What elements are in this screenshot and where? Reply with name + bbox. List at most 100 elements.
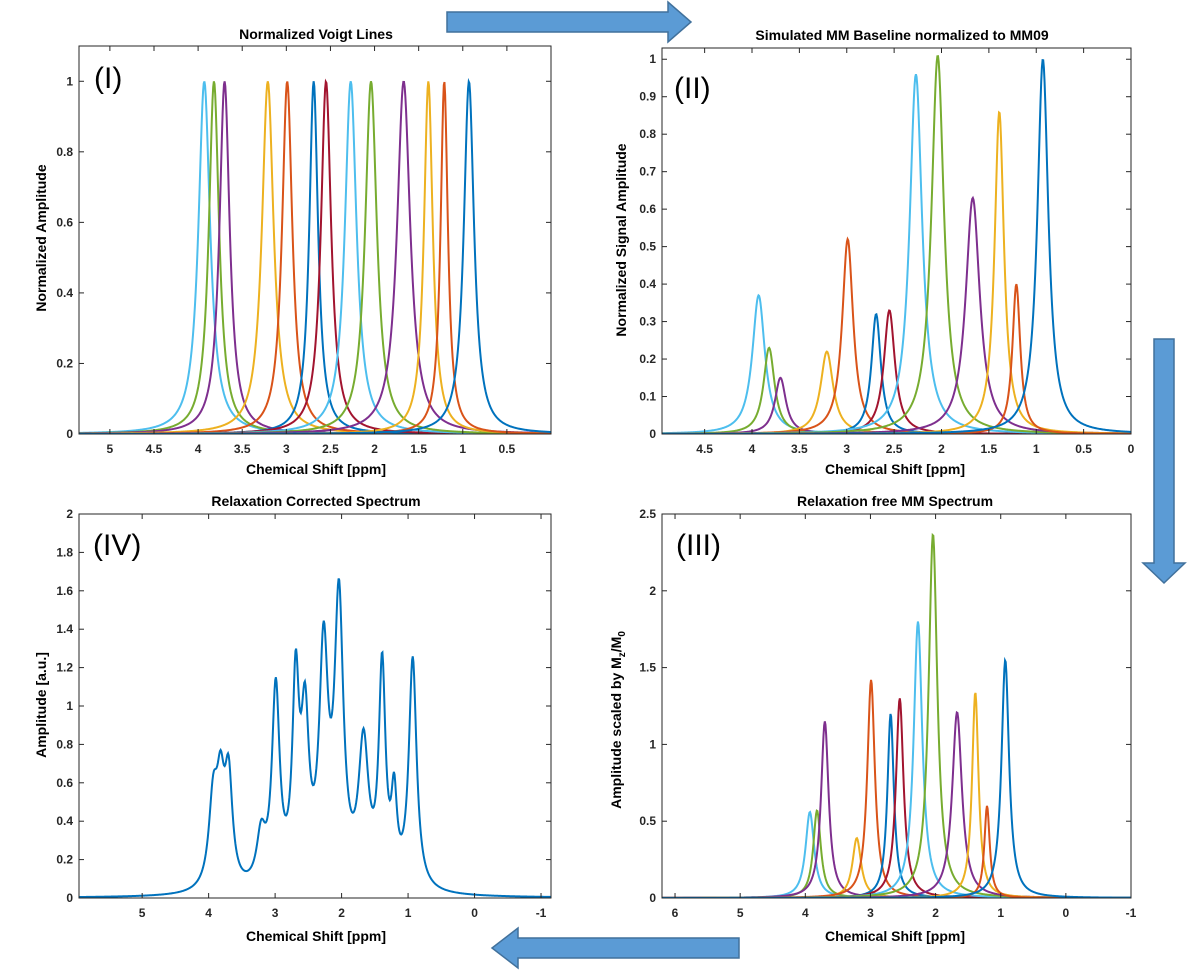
y-tick-label: 0 <box>649 427 656 441</box>
y-tick-label: 0.6 <box>639 202 656 216</box>
y-tick-label: 1.8 <box>56 545 73 559</box>
x-tick-label: 3 <box>843 442 850 456</box>
x-tick-label: 0.5 <box>499 442 516 456</box>
panel-I-xlabel: Chemical Shift [ppm] <box>246 461 386 477</box>
series-line-1 <box>662 293 1131 434</box>
y-tick-label: 0 <box>649 891 656 905</box>
panel-II-title: Simulated MM Baseline normalized to MM09 <box>755 27 1048 43</box>
y-tick-label: 1.5 <box>639 661 656 675</box>
panel-IV-plot: 5 4 3 2 1 0 -1 0 0.2 0.4 0.6 0.8 1 1.2 1.4 1.6 1.8 2 <box>56 507 552 920</box>
y-tick-label: 0 <box>66 427 73 441</box>
x-tick-label: 6 <box>672 906 679 920</box>
series-group <box>662 55 1131 434</box>
y-tick-label: 0.4 <box>639 277 656 291</box>
panel-I-ylabel: Normalized Amplitude <box>33 164 49 311</box>
panel-IV-xlabel: Chemical Shift [ppm] <box>246 928 386 944</box>
y-tick-label: 0.5 <box>639 814 656 828</box>
panel-III-marker: (III) <box>676 529 721 562</box>
x-tick-label: 5 <box>139 906 146 920</box>
y-tick-label: 0.4 <box>56 814 73 828</box>
x-tick-label: 3 <box>867 906 874 920</box>
x-tick-label: 2.5 <box>322 442 339 456</box>
x-tick-label: 4 <box>802 906 809 920</box>
x-tick-label: -1 <box>1126 906 1137 920</box>
x-tick-label: 1 <box>459 442 466 456</box>
x-tick-label: 1.5 <box>981 442 998 456</box>
y-tick-label: 0.9 <box>639 90 656 104</box>
y-tick-label: 1.6 <box>56 584 73 598</box>
y-tick-label: 1 <box>66 699 73 713</box>
x-tick-label: 4 <box>205 906 212 920</box>
y-tick-label: 0.1 <box>639 390 656 404</box>
x-tick-label: 2 <box>932 906 939 920</box>
plot-frame <box>661 513 1132 899</box>
x-tick-label: 0 <box>471 906 478 920</box>
y-tick-label: 0.5 <box>639 240 656 254</box>
panel-IV: Relaxation Corrected Spectrum 5 4 3 2 1 0 -1 0 0… <box>33 493 552 944</box>
series-line-7 <box>662 309 1131 434</box>
y-tick-label: 0.7 <box>639 165 656 179</box>
plot-frame <box>661 47 1132 435</box>
series-group <box>79 77 551 434</box>
x-tick-label: 2 <box>338 906 345 920</box>
panel-II-xlabel: Chemical Shift [ppm] <box>825 461 965 477</box>
x-tick-label: 5 <box>107 442 114 456</box>
x-tick-label: 1 <box>1033 442 1040 456</box>
y-tick-label: 1 <box>66 74 73 88</box>
series-line-6 <box>79 81 551 434</box>
y-tick-label: 2 <box>649 584 656 598</box>
x-tick-label: 3 <box>272 906 279 920</box>
x-tick-label: 1 <box>997 906 1004 920</box>
series-group <box>662 532 1131 898</box>
panel-II-plot: 4.5 4 3.5 3 2.5 2 1.5 1 0.5 0 0 0.1 0.2 0.3 0.4 0.5 0.6 0… <box>639 47 1135 456</box>
flow-arrow-down <box>1141 338 1187 585</box>
flow-arrow-left <box>490 926 740 970</box>
plot-frame <box>78 45 552 435</box>
panel-IV-marker: (IV) <box>93 529 141 562</box>
series-line-1 <box>662 810 1131 898</box>
series-line-5 <box>662 236 1131 434</box>
panel-III-ylabel: Amplitude scaled by Mz/M0 <box>608 631 628 809</box>
y-tick-label: 1 <box>649 737 656 751</box>
x-tick-label: 1.5 <box>410 442 427 456</box>
series-line-12 <box>662 283 1131 434</box>
x-tick-label: 3.5 <box>234 442 251 456</box>
series-line-2 <box>662 809 1131 898</box>
series-line-1 <box>79 578 551 898</box>
x-tick-label: 0 <box>1063 906 1070 920</box>
y-tick-label: 0.2 <box>639 352 656 366</box>
panel-I-marker: (I) <box>94 62 122 95</box>
x-tick-label: 3 <box>283 442 290 456</box>
y-tick-label: 1 <box>649 52 656 66</box>
plot-frame <box>78 513 552 899</box>
x-tick-label: 4 <box>195 442 202 456</box>
y-tick-label: 1.4 <box>56 622 73 636</box>
x-tick-label: 0.5 <box>1075 442 1092 456</box>
panel-I-title: Normalized Voigt Lines <box>239 26 393 42</box>
y-tick-label: 0.2 <box>56 356 73 370</box>
panel-III-xlabel: Chemical Shift [ppm] <box>825 928 965 944</box>
x-tick-label: 0 <box>1128 442 1135 456</box>
x-tick-label: 2 <box>938 442 945 456</box>
x-tick-label: 3.5 <box>791 442 808 456</box>
x-tick-label: 4.5 <box>146 442 163 456</box>
y-tick-label: 2 <box>66 507 73 521</box>
y-tick-label: 0.8 <box>56 737 73 751</box>
panel-I-plot: 5 4.5 4 3.5 3 2.5 2 1.5 1 0.5 0 0.2 0.4 0.6 0.8 1 <box>56 45 552 456</box>
x-tick-label: 2.5 <box>886 442 903 456</box>
panel-II-ylabel: Normalized Signal Amplitude <box>613 143 629 336</box>
flow-arrow-right <box>446 0 693 44</box>
x-tick-label: -1 <box>536 906 547 920</box>
panel-III-title: Relaxation free MM Spectrum <box>797 493 993 509</box>
y-tick-label: 0.4 <box>56 286 73 300</box>
x-tick-label: 5 <box>737 906 744 920</box>
panel-II-marker: (II) <box>674 72 711 105</box>
x-tick-label: 1 <box>405 906 412 920</box>
y-tick-label: 0.8 <box>56 145 73 159</box>
x-tick-label: 2 <box>371 442 378 456</box>
y-tick-label: 1.2 <box>56 661 73 675</box>
series-group <box>79 578 551 898</box>
y-tick-label: 0.6 <box>56 215 73 229</box>
x-tick-label: 4 <box>749 442 756 456</box>
